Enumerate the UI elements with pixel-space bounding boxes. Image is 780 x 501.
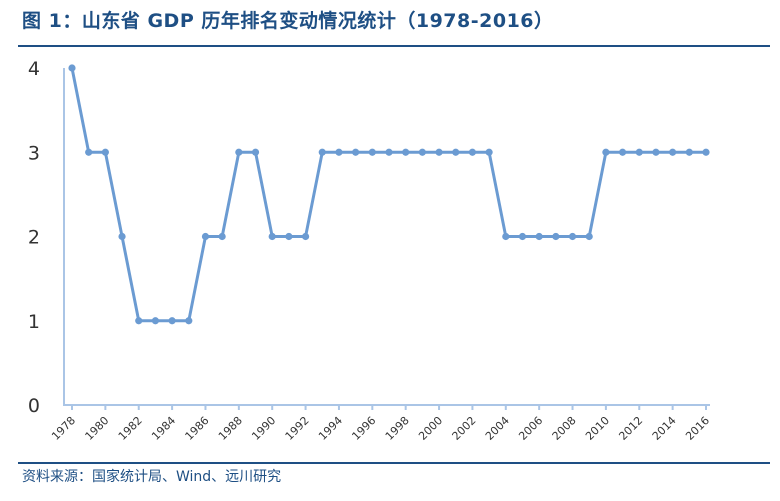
x-tick-label: 1992 — [283, 414, 312, 443]
x-tick-label: 1998 — [383, 414, 412, 443]
x-tick-label: 2016 — [683, 414, 712, 443]
series-group — [68, 64, 710, 325]
data-point — [702, 148, 710, 156]
data-point — [285, 232, 293, 241]
data-point — [585, 232, 593, 241]
data-point — [518, 232, 527, 241]
data-point — [652, 148, 660, 156]
x-tick-label: 2008 — [550, 414, 579, 443]
x-tick-label: 2004 — [483, 414, 512, 443]
data-point — [402, 148, 410, 156]
data-point — [452, 148, 460, 156]
x-tick-label: 2006 — [516, 414, 545, 443]
data-point — [368, 148, 376, 156]
data-point — [535, 232, 543, 241]
data-point — [151, 317, 160, 325]
x-tick-label: 2012 — [616, 414, 645, 443]
x-tick-label: 1980 — [82, 414, 111, 443]
data-point — [618, 148, 627, 156]
x-tick-label: 1996 — [349, 414, 378, 443]
data-point — [68, 64, 76, 72]
data-point — [385, 148, 393, 156]
data-point — [485, 148, 493, 156]
x-axis-ticks: 1978 1980 1982 1984 1986 1988 1990 1992 1994 1996… — [49, 405, 712, 443]
x-tick-label: 2010 — [583, 414, 612, 443]
data-point — [201, 232, 210, 241]
x-tick-label: 1984 — [149, 414, 178, 443]
chart-axes — [63, 68, 710, 406]
x-tick-label: 1988 — [216, 414, 245, 443]
title-divider — [18, 45, 770, 47]
data-point — [101, 148, 109, 156]
x-tick-label: 2000 — [416, 414, 445, 443]
data-point — [218, 232, 226, 241]
data-point — [602, 148, 610, 156]
data-point — [268, 232, 276, 241]
data-point — [185, 317, 193, 325]
data-point — [669, 148, 677, 156]
data-point — [235, 148, 243, 156]
footer-divider — [18, 462, 770, 464]
data-point — [685, 148, 693, 156]
y-axis-ticks: 0 1 2 3 4 — [28, 58, 40, 417]
y-tick-label: 2 — [28, 227, 40, 249]
series-line — [70, 67, 706, 323]
data-point — [335, 148, 343, 156]
data-point — [418, 148, 426, 156]
data-point — [502, 232, 510, 241]
y-tick-label: 1 — [28, 311, 40, 333]
data-point — [251, 148, 260, 156]
y-tick-label: 3 — [28, 142, 40, 164]
x-tick-label: 1982 — [116, 414, 145, 443]
data-point — [168, 317, 176, 325]
data-point — [435, 148, 443, 156]
x-tick-label: 1990 — [249, 414, 278, 443]
data-point — [468, 148, 477, 156]
x-tick-label: 1994 — [316, 414, 345, 443]
y-tick-label: 0 — [28, 395, 40, 417]
data-point — [552, 232, 560, 241]
x-tick-label: 1986 — [183, 414, 212, 443]
data-point — [301, 232, 310, 241]
x-tick-label: 1978 — [49, 414, 78, 443]
data-point — [85, 148, 93, 156]
chart-title: 图 1：山东省 GDP 历年排名变动情况统计（1978-2016） — [22, 10, 554, 32]
data-point — [635, 148, 643, 156]
x-tick-label: 2014 — [650, 414, 679, 443]
data-point — [135, 317, 143, 325]
data-point — [118, 232, 126, 241]
source-note: 资料来源：国家统计局、Wind、远川研究 — [22, 469, 282, 485]
data-point — [352, 148, 360, 156]
data-point — [568, 232, 577, 241]
x-tick-label: 2002 — [450, 414, 479, 443]
data-point — [318, 148, 326, 156]
y-tick-label: 4 — [28, 58, 40, 80]
